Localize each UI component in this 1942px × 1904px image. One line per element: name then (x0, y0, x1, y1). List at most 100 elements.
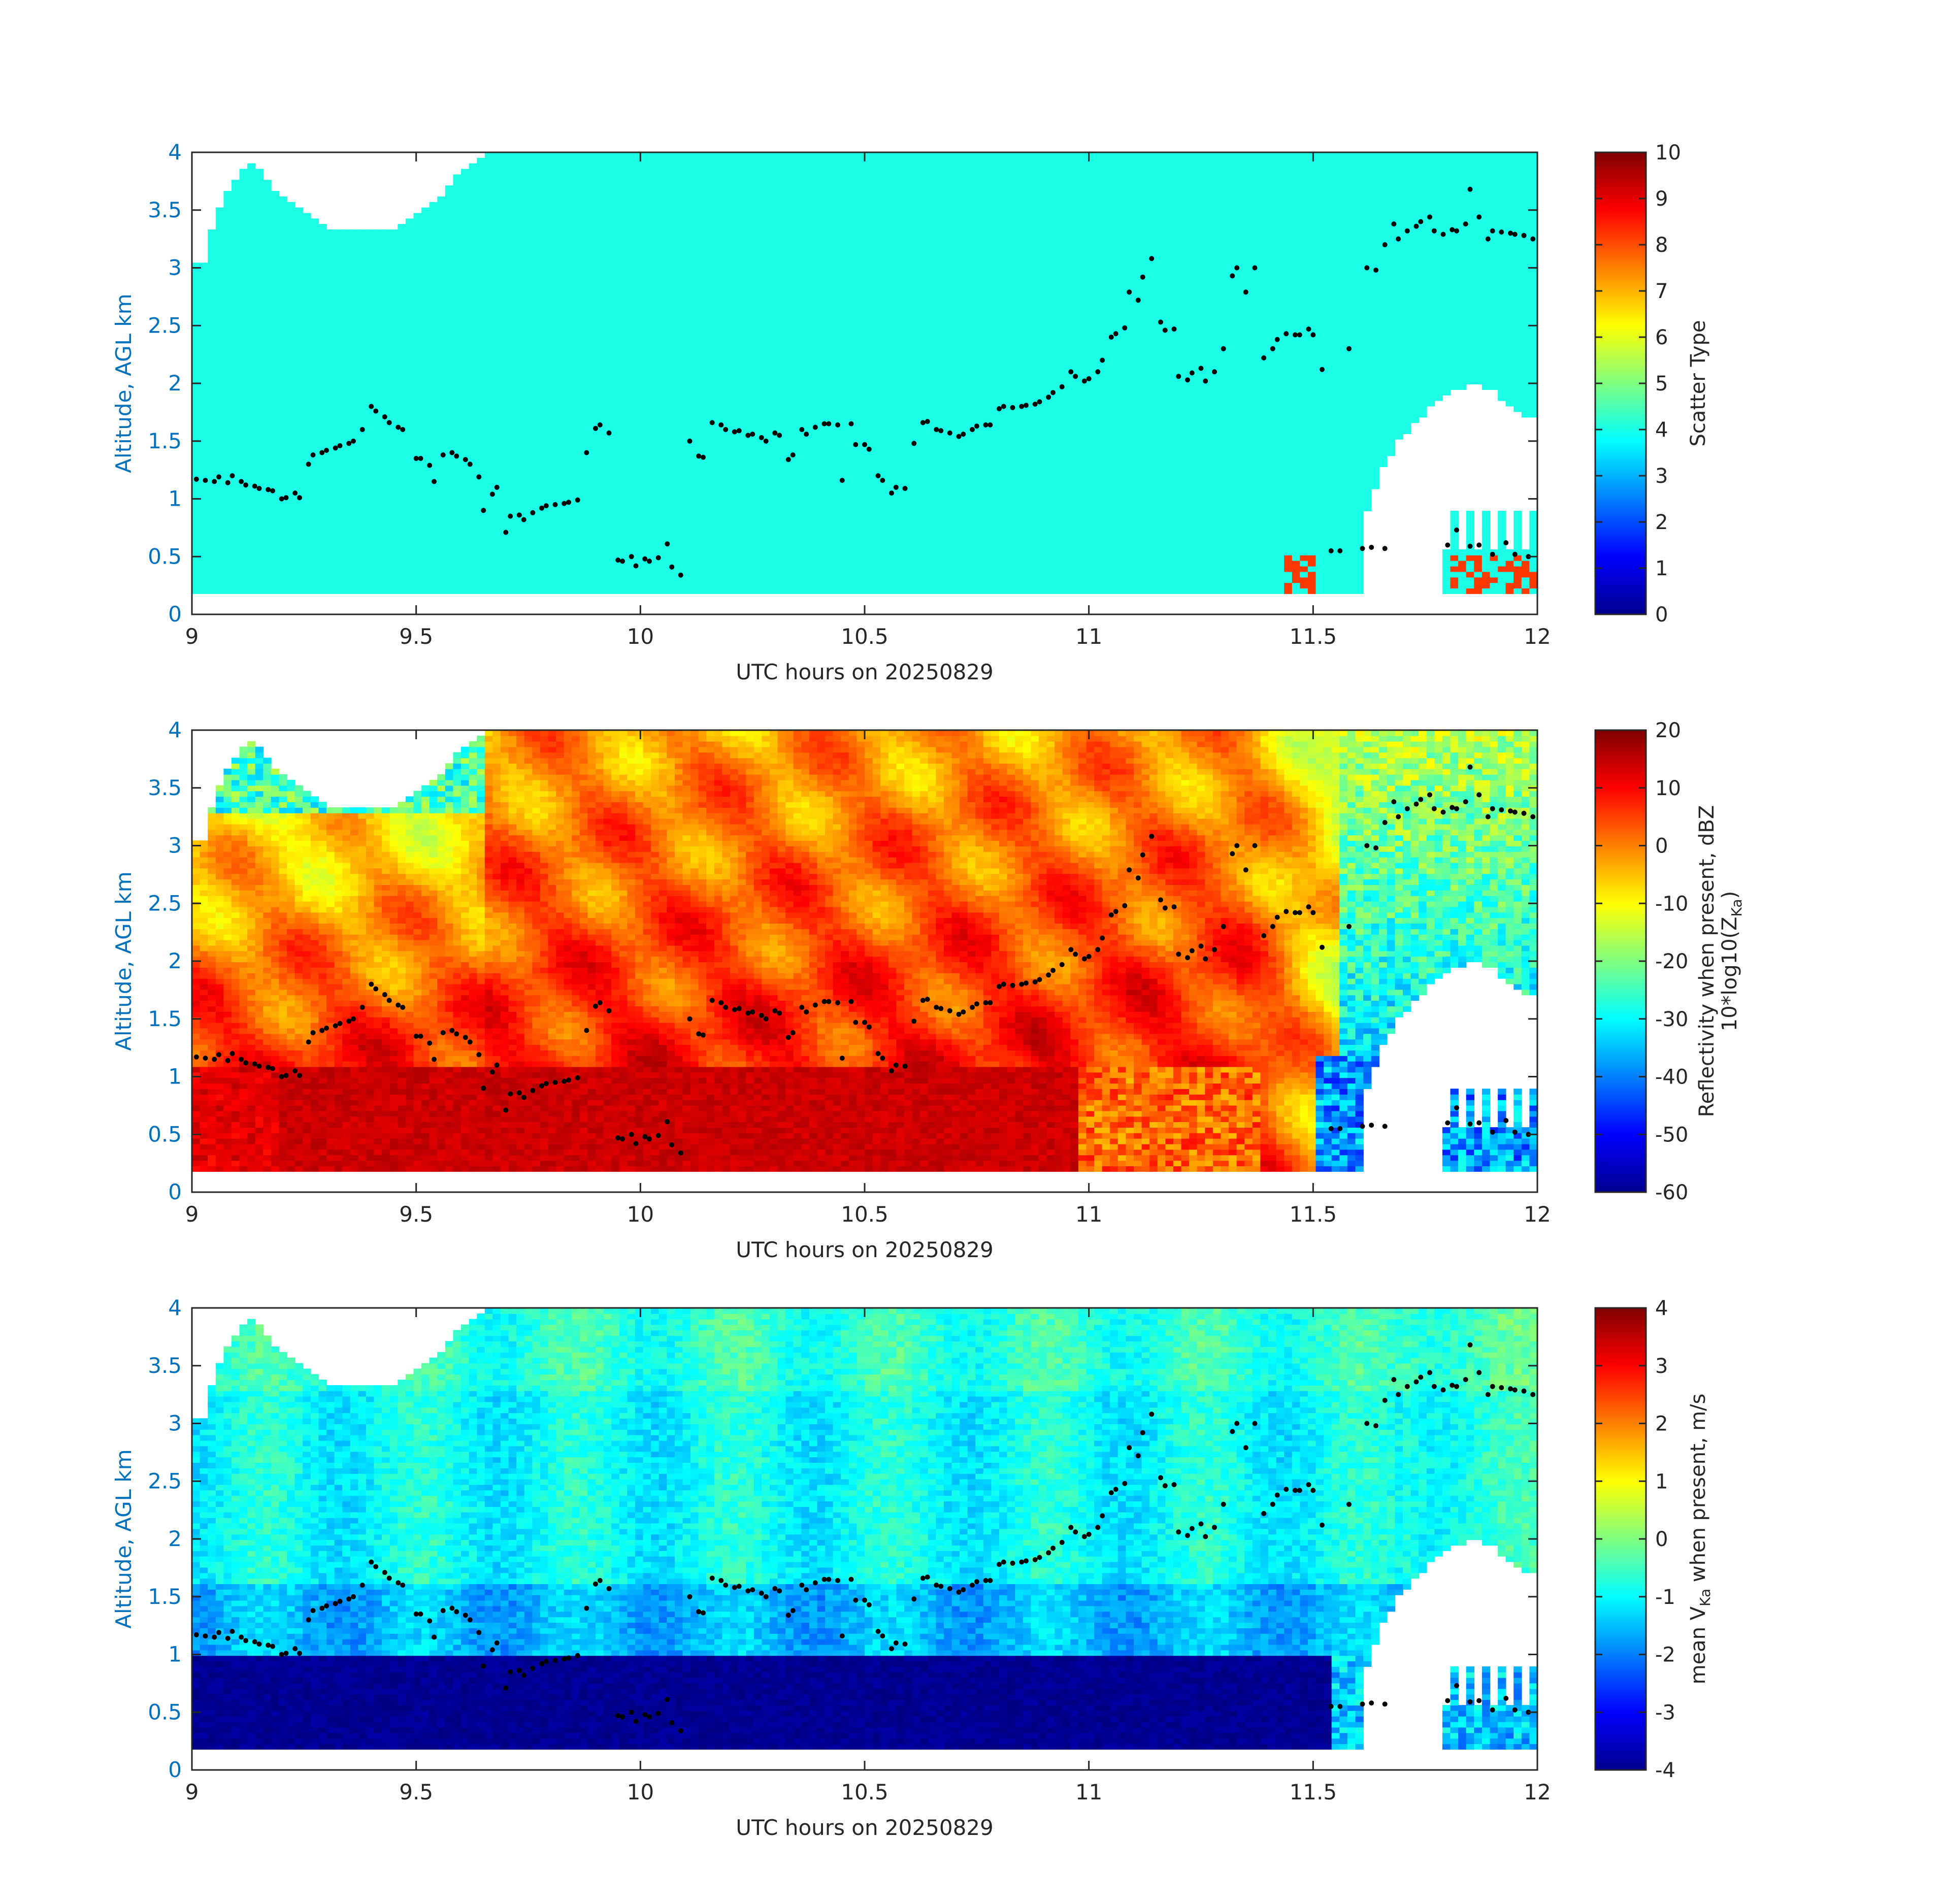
heatmap-cell (611, 207, 620, 214)
heatmap-cell (239, 317, 248, 324)
heatmap-cell (374, 317, 382, 324)
heatmap-cell (374, 483, 382, 489)
heatmap-cell (429, 345, 438, 351)
heatmap-cell (461, 538, 470, 545)
heatmap-cell (239, 224, 248, 230)
heatmap-cell (548, 362, 556, 368)
heatmap-cell (445, 257, 454, 264)
heatmap-cell (469, 202, 477, 208)
heatmap-cell (698, 268, 707, 274)
heatmap-cell (208, 268, 216, 274)
heatmap-cell (279, 362, 287, 368)
heatmap-cell (405, 351, 414, 357)
heatmap-cell (287, 274, 295, 280)
heatmap-cell (611, 251, 620, 258)
heatmap-cell (318, 538, 327, 545)
heatmap-cell (461, 516, 470, 522)
heatmap-cell (548, 334, 556, 341)
heatmap-cell (445, 329, 454, 335)
heatmap-cell (516, 367, 525, 374)
heatmap-cell (548, 406, 556, 412)
heatmap-cell (326, 461, 335, 467)
heatmap-cell (255, 461, 264, 467)
heatmap-cell (239, 290, 248, 297)
heatmap-cell (682, 290, 691, 297)
heatmap-cell (342, 284, 351, 291)
heatmap-cell (223, 213, 232, 219)
heatmap-cell (437, 577, 446, 583)
heatmap-cell (255, 566, 264, 572)
heatmap-cell (603, 174, 612, 181)
heatmap-cell (492, 191, 501, 197)
heatmap-cell (667, 544, 675, 550)
heatmap-cell (358, 422, 367, 429)
heatmap-cell (287, 500, 295, 506)
heatmap-cell (548, 461, 556, 467)
heatmap-cell (350, 571, 359, 578)
heatmap-cell (429, 202, 438, 208)
heatmap-cell (651, 224, 660, 230)
heatmap-cell (587, 191, 596, 197)
heatmap-cell (564, 417, 572, 423)
heatmap-cell (437, 274, 446, 280)
heatmap-cell (374, 422, 382, 429)
heatmap-cell (405, 290, 414, 297)
heatmap-cell (548, 483, 556, 489)
heatmap-cell (548, 191, 556, 197)
heatmap-cell (579, 207, 588, 214)
heatmap-cell (690, 555, 699, 561)
heatmap-cell (445, 571, 454, 578)
heatmap-cell (469, 235, 477, 241)
heatmap-cell (579, 417, 588, 423)
heatmap-cell (382, 544, 390, 550)
heatmap-cell (287, 373, 295, 379)
heatmap-cell (437, 434, 446, 440)
heatmap-cell (651, 207, 660, 214)
heatmap-cell (682, 235, 691, 241)
heatmap-cell (318, 257, 327, 264)
heatmap-cell (587, 202, 596, 208)
heatmap-cell (564, 472, 572, 478)
heatmap-cell (635, 290, 644, 297)
heatmap-cell (643, 174, 651, 181)
heatmap-cell (389, 274, 399, 280)
heatmap-cell (579, 323, 588, 330)
heatmap-cell (674, 284, 683, 291)
heatmap-cell (532, 351, 541, 357)
heatmap-cell (548, 257, 556, 264)
heatmap-cell (445, 588, 454, 594)
heatmap-cell (548, 472, 556, 478)
heatmap-cell (279, 329, 287, 335)
heatmap-cell (421, 505, 430, 511)
heatmap-cell (334, 384, 343, 390)
heatmap-cell (556, 472, 565, 478)
heatmap-cell (587, 312, 596, 318)
heatmap-cell (603, 384, 612, 390)
heatmap-cell (358, 395, 367, 401)
heatmap-cell (564, 577, 572, 583)
heatmap-cell (421, 213, 430, 219)
heatmap-cell (682, 362, 691, 368)
heatmap-cell (643, 196, 651, 203)
heatmap-cell (500, 505, 509, 511)
heatmap-cell (358, 533, 367, 539)
heatmap-cell (651, 395, 660, 401)
heatmap-cell (635, 521, 644, 528)
heatmap-cell (453, 527, 462, 534)
heatmap-cell (714, 505, 723, 511)
heatmap-cell (548, 317, 556, 324)
heatmap-cell (524, 434, 533, 440)
heatmap-cell (208, 389, 216, 396)
heatmap-cell (619, 367, 628, 374)
heatmap-cell (334, 577, 343, 583)
heatmap-cell (484, 571, 493, 578)
heatmap-cell (318, 389, 327, 396)
heatmap-cell (540, 566, 549, 572)
heatmap-cell (659, 301, 668, 307)
heatmap-cell (540, 500, 549, 506)
heatmap-cell (492, 169, 501, 175)
heatmap-cell (564, 444, 572, 451)
heatmap-cell (484, 240, 493, 247)
heatmap-cell (461, 549, 470, 555)
heatmap-cell (303, 317, 311, 324)
